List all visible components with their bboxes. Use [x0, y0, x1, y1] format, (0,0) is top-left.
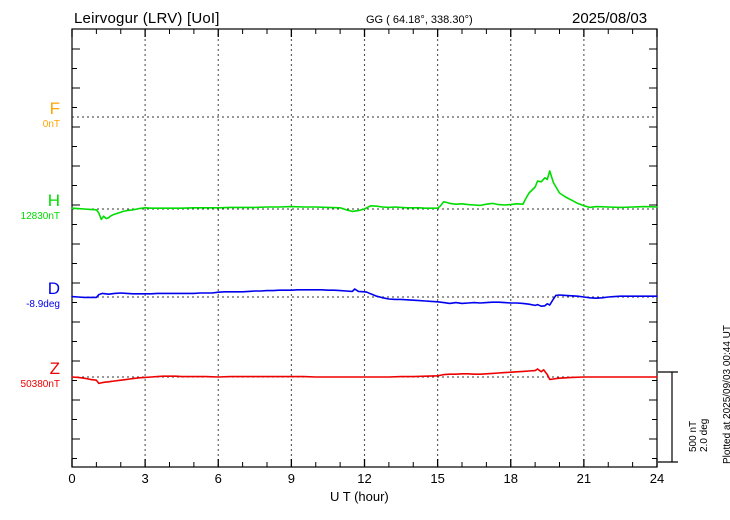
x-tick-label: 3 [141, 471, 149, 486]
geographic-coordinates: GG ( 64.18°, 338.30°) [366, 14, 473, 26]
scale-bar-nt-label: 500 nT [688, 420, 699, 452]
component-baseline-h: 12830nT [20, 211, 60, 222]
component-label-z: Z [49, 359, 60, 378]
x-tick-label: 6 [214, 471, 222, 486]
component-label-h: H [47, 191, 60, 210]
plotted-timestamp: Plotted at 2025/09/03 00:44 UT [722, 325, 730, 464]
x-tick-label: 21 [576, 471, 592, 486]
component-baseline-f: 0nT [42, 119, 60, 130]
scale-bar-deg-label: 2.0 deg [699, 418, 710, 452]
component-label-f: F [49, 99, 60, 118]
x-tick-label: 18 [503, 471, 518, 486]
x-tick-label: 12 [357, 471, 372, 486]
x-tick-label: 9 [287, 471, 295, 486]
x-tick-label: 15 [430, 471, 445, 486]
observation-date: 2025/08/03 [572, 10, 648, 27]
component-baseline-z: 50380nT [20, 379, 60, 390]
page-title: Leirvogur (LRV) [UoI] [74, 10, 220, 27]
x-tick-label: 0 [68, 471, 76, 486]
x-tick-label: 24 [649, 471, 665, 486]
trace-d [71, 288, 658, 307]
trace-z [71, 368, 658, 385]
x-axis-title: U T (hour) [330, 489, 389, 504]
component-baseline-d: -8.9deg [26, 299, 60, 310]
trace-h [71, 170, 658, 221]
component-label-d: D [47, 279, 60, 298]
